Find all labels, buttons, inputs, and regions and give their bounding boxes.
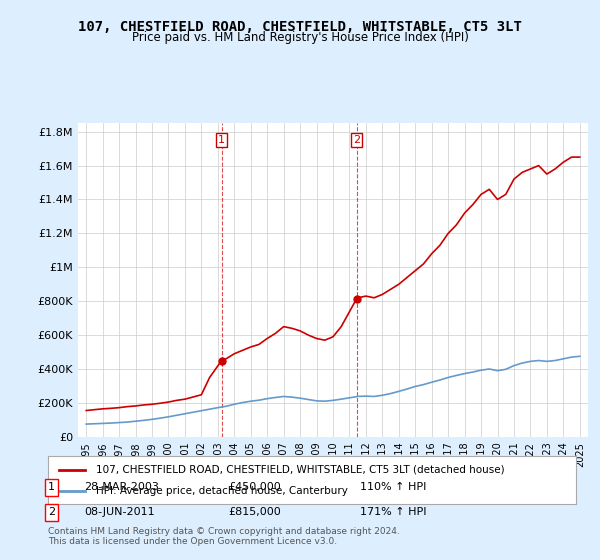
Text: £450,000: £450,000 [228, 482, 281, 492]
Text: 2: 2 [48, 507, 55, 517]
Text: 1: 1 [218, 135, 225, 145]
Text: 171% ↑ HPI: 171% ↑ HPI [360, 507, 427, 517]
Text: 28-MAR-2003: 28-MAR-2003 [84, 482, 159, 492]
Text: 107, CHESTFIELD ROAD, CHESTFIELD, WHITSTABLE, CT5 3LT: 107, CHESTFIELD ROAD, CHESTFIELD, WHITST… [78, 20, 522, 34]
Text: 08-JUN-2011: 08-JUN-2011 [84, 507, 155, 517]
Text: 1: 1 [48, 482, 55, 492]
Text: 110% ↑ HPI: 110% ↑ HPI [360, 482, 427, 492]
Text: 2: 2 [353, 135, 360, 145]
Text: Contains HM Land Registry data © Crown copyright and database right 2024.
This d: Contains HM Land Registry data © Crown c… [48, 526, 400, 546]
Text: HPI: Average price, detached house, Canterbury: HPI: Average price, detached house, Cant… [95, 486, 347, 496]
Text: Price paid vs. HM Land Registry's House Price Index (HPI): Price paid vs. HM Land Registry's House … [131, 31, 469, 44]
Text: 107, CHESTFIELD ROAD, CHESTFIELD, WHITSTABLE, CT5 3LT (detached house): 107, CHESTFIELD ROAD, CHESTFIELD, WHITST… [95, 465, 504, 475]
Text: £815,000: £815,000 [228, 507, 281, 517]
